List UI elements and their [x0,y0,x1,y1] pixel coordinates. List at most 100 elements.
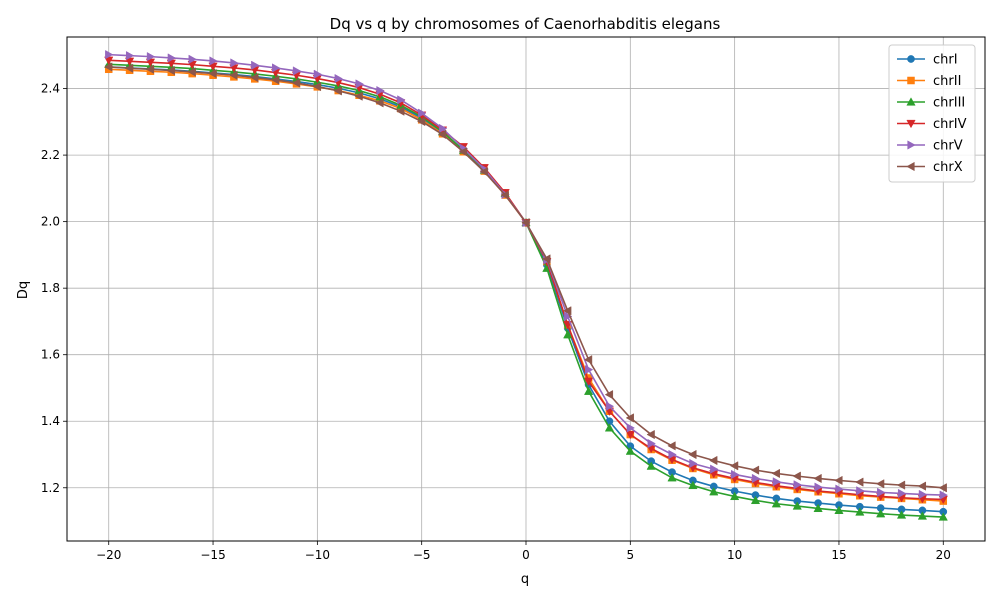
data-point-chrIII [771,499,781,508]
data-point-chrIV [625,430,635,440]
data-point-chrX [542,254,551,264]
x-tick-label: 5 [626,548,634,562]
data-point-chrIII [709,487,719,496]
data-point-chrV [877,487,886,498]
legend-marker [907,76,915,85]
chart-title: Dq vs q by chromosomes of Caenorhabditis… [330,15,721,33]
legend-label: chrII [933,74,961,89]
data-point-chrIV [583,377,594,387]
data-point-chrV [814,482,823,492]
data-point-chrV [167,53,177,63]
data-point-chrV [334,73,343,84]
data-point-chrV [438,123,448,134]
data-point-chrV [272,63,281,73]
data-point-chrV [230,58,239,68]
data-point-chrV [856,486,865,496]
data-point-chrX [521,218,530,228]
legend-item-chrV: chrV [897,139,963,154]
legend-label: chrV [933,139,963,154]
data-point-chrX [479,167,488,177]
data-point-chrV [835,484,844,494]
data-point-chrIII [667,473,677,482]
series-chrX [104,62,947,493]
legend-marker [906,119,916,129]
data-point-chrIII [938,512,948,521]
legend-item-chrX: chrX [897,160,963,175]
y-tick-label: 2.2 [41,148,60,162]
legend-item-chrII: chrII [897,74,961,89]
data-point-chrV [731,469,740,480]
data-point-chrV [251,60,260,70]
x-tick-label: 10 [727,548,742,562]
series-layer [104,50,948,521]
legend-item-chrI: chrI [897,53,958,68]
data-point-chrV [605,401,615,411]
y-tick-label: 2.0 [41,215,60,229]
legend-marker [907,55,915,63]
data-point-chrX [875,479,885,489]
x-tick-label: 0 [522,548,530,562]
legend-label: chrIII [933,96,965,111]
x-tick-label: 20 [936,548,951,562]
data-point-chrV [647,438,656,449]
data-point-chrIII [750,495,761,505]
data-point-chrX [250,72,259,83]
data-point-chrX [396,106,405,116]
data-point-chrV [125,51,135,61]
data-point-chrIII [792,501,802,510]
legend-label: chrIV [933,117,967,132]
data-point-chrX [688,449,697,460]
legend: chrI chrII chrIII chrIV chrV chrX [888,44,976,183]
data-point-chrX [792,471,801,481]
data-point-chrV [397,95,406,105]
legend-item-chrIII: chrIII [897,96,965,111]
data-point-chrX [709,455,718,466]
data-point-chrX [270,75,280,85]
data-point-chrV [689,458,698,469]
data-point-chrX [855,477,864,487]
data-point-chrV [668,449,677,460]
data-point-chrX [458,147,468,157]
data-point-chrIII [646,461,656,470]
y-tick-label: 1.4 [41,414,60,428]
data-point-chrIII [855,507,865,516]
data-point-chrV [105,50,114,60]
data-point-chrIII [583,386,594,395]
data-point-chrIII [563,330,573,339]
data-point-chrIII [834,505,844,515]
y-axis-label: Dq [16,281,31,299]
y-tick-label: 1.8 [41,281,60,295]
data-point-chrV [209,56,218,66]
data-point-chrX [187,67,196,77]
data-point-chrIII [813,503,823,513]
data-point-chrV [626,423,636,433]
data-point-chrX [208,68,217,79]
data-point-chrX [667,441,676,451]
data-point-chrX [625,413,634,423]
data-point-chrX [646,429,655,440]
data-point-chrX [333,86,342,96]
data-point-chrV [292,66,302,76]
x-tick-label: −15 [200,548,225,562]
data-point-chrV [793,480,802,490]
data-point-chrV [918,489,928,500]
data-point-chrX [583,355,593,365]
data-point-chrX [729,461,739,471]
data-point-chrX [166,65,175,76]
x-tick-label: −20 [96,548,121,562]
data-point-chrX [896,480,906,490]
data-point-chrV [939,490,948,500]
data-point-chrV [751,473,761,484]
data-point-chrX [437,129,447,140]
data-point-chrV [376,85,385,96]
x-tick-label: −5 [413,548,431,562]
data-point-chrIII [730,491,740,501]
legend-marker [906,97,916,106]
x-tick-label: 15 [831,548,846,562]
data-point-chrX [563,306,572,316]
data-point-chrX [312,81,321,92]
legend-item-chrIV: chrIV [897,117,967,132]
legend-label: chrI [933,53,958,68]
data-point-chrX [813,473,822,484]
